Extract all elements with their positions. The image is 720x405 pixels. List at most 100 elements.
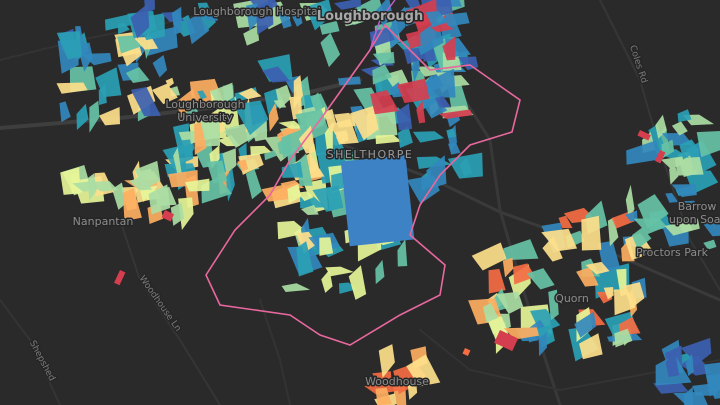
area-patch bbox=[233, 100, 269, 136]
area-patch bbox=[526, 268, 555, 290]
area-patch bbox=[245, 3, 260, 31]
area-patch bbox=[372, 371, 392, 382]
area-patch bbox=[679, 139, 700, 160]
area-patch bbox=[574, 311, 597, 338]
area-patch bbox=[442, 36, 456, 61]
area-patch bbox=[375, 134, 402, 145]
area-patch bbox=[585, 261, 610, 275]
place-label: Woodhouse bbox=[365, 375, 429, 388]
area-patch bbox=[541, 228, 578, 252]
area-patch bbox=[278, 10, 292, 29]
area-patch bbox=[581, 215, 602, 251]
area-patch bbox=[186, 14, 210, 45]
area-patch bbox=[339, 9, 363, 27]
area-patch bbox=[268, 103, 279, 132]
area-patch bbox=[542, 236, 563, 262]
area-patch bbox=[445, 12, 470, 27]
area-patch bbox=[579, 333, 603, 360]
area-patch bbox=[671, 184, 697, 197]
area-patch bbox=[426, 155, 447, 188]
area-patch bbox=[405, 30, 421, 49]
area-patch bbox=[558, 215, 573, 229]
area-patch bbox=[320, 32, 341, 68]
area-patch bbox=[256, 0, 274, 35]
area-patch bbox=[637, 129, 651, 141]
area-patch bbox=[407, 378, 418, 400]
area-patch bbox=[684, 200, 696, 210]
area-patch bbox=[488, 268, 506, 294]
area-patch bbox=[405, 0, 421, 11]
area-patch bbox=[350, 105, 379, 141]
area-patch bbox=[502, 257, 514, 278]
area-patch bbox=[334, 0, 361, 10]
area-patch bbox=[148, 184, 171, 215]
area-patch bbox=[206, 160, 228, 184]
area-patch bbox=[438, 109, 473, 119]
area-patch bbox=[321, 269, 333, 293]
area-patch bbox=[277, 220, 309, 240]
place-label: Nanpantan bbox=[73, 215, 134, 228]
area-patch bbox=[325, 266, 354, 277]
area-patch bbox=[614, 328, 633, 348]
area-patch bbox=[430, 22, 454, 33]
area-patch bbox=[626, 140, 662, 165]
place-label: University bbox=[177, 111, 233, 124]
area-patch bbox=[89, 100, 100, 133]
area-patch bbox=[305, 0, 333, 31]
area-patch bbox=[319, 237, 334, 256]
area-patch bbox=[130, 3, 150, 39]
area-patch bbox=[324, 108, 337, 135]
area-patch bbox=[496, 291, 524, 315]
area-patch bbox=[677, 109, 692, 123]
area-patch bbox=[503, 239, 539, 261]
area-patch bbox=[425, 11, 449, 28]
area-patch bbox=[665, 348, 680, 378]
area-patch bbox=[56, 82, 88, 94]
area-patch bbox=[170, 202, 185, 226]
area-patch bbox=[180, 139, 193, 157]
area-patch bbox=[372, 64, 393, 85]
area-patch bbox=[397, 126, 413, 149]
area-patch bbox=[300, 204, 319, 216]
area-patch bbox=[80, 53, 112, 66]
area-patch bbox=[375, 259, 385, 285]
area-patch bbox=[654, 150, 666, 164]
area-patch bbox=[607, 217, 619, 247]
area-patch bbox=[655, 114, 667, 139]
area-patch bbox=[428, 74, 444, 91]
place-label: Quorn bbox=[555, 292, 589, 305]
area-patch bbox=[335, 133, 349, 145]
area-patch bbox=[674, 157, 704, 176]
area-patch bbox=[462, 347, 471, 356]
area-patch bbox=[364, 380, 399, 395]
area-patch bbox=[243, 25, 260, 46]
area-patch bbox=[696, 131, 720, 158]
road bbox=[0, 299, 61, 405]
area-patch bbox=[513, 263, 536, 285]
area-patches bbox=[56, 0, 720, 405]
area-patch bbox=[391, 6, 406, 38]
area-patch bbox=[482, 302, 499, 323]
area-patch bbox=[446, 128, 456, 138]
area-patch bbox=[245, 169, 262, 200]
area-patch bbox=[625, 210, 638, 222]
area-patch bbox=[416, 156, 452, 170]
area-patch bbox=[538, 331, 547, 357]
area-patch bbox=[296, 153, 313, 186]
area-patch bbox=[338, 282, 357, 294]
area-patch bbox=[671, 121, 688, 136]
area-patch bbox=[622, 282, 645, 308]
area-patch bbox=[683, 386, 694, 405]
area-patch bbox=[184, 178, 210, 192]
area-patch bbox=[197, 90, 207, 100]
area-patch bbox=[292, 11, 303, 27]
area-patch bbox=[85, 181, 119, 192]
area-patch bbox=[114, 270, 126, 286]
area-patch bbox=[448, 143, 461, 155]
area-patch bbox=[685, 353, 694, 377]
area-patch bbox=[337, 76, 361, 86]
area-patch bbox=[56, 31, 82, 60]
road bbox=[0, 0, 261, 61]
area-patch bbox=[471, 242, 507, 271]
